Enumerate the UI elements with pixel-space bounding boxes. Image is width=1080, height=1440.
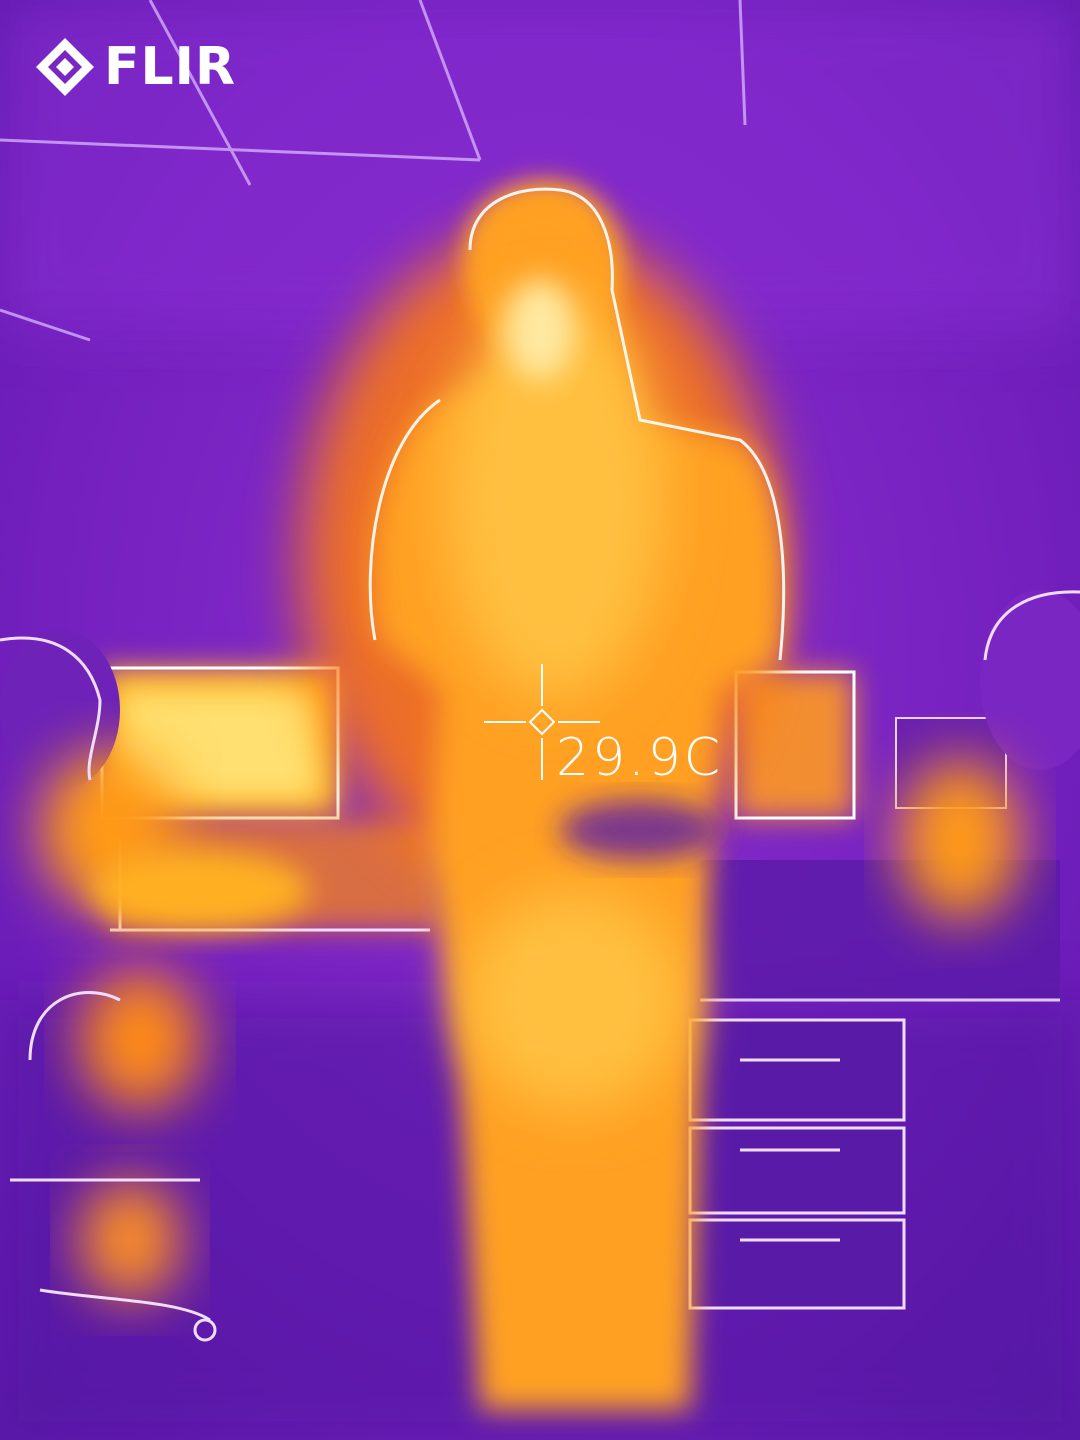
flir-diamond-icon [36, 38, 94, 96]
filing-cabinet [688, 1018, 906, 1310]
ceiling-tile-lines [0, 0, 747, 342]
spot-temperature-readout: 29.9C [556, 728, 724, 788]
standing-person [300, 185, 786, 1410]
left-seated-person [0, 630, 310, 1300]
flir-logo: FLIR [34, 36, 236, 98]
right-seated-person [900, 590, 1080, 920]
office-chair [10, 991, 217, 1342]
crosshair-icon [484, 664, 600, 780]
flir-logo-text: FLIR [104, 37, 237, 97]
